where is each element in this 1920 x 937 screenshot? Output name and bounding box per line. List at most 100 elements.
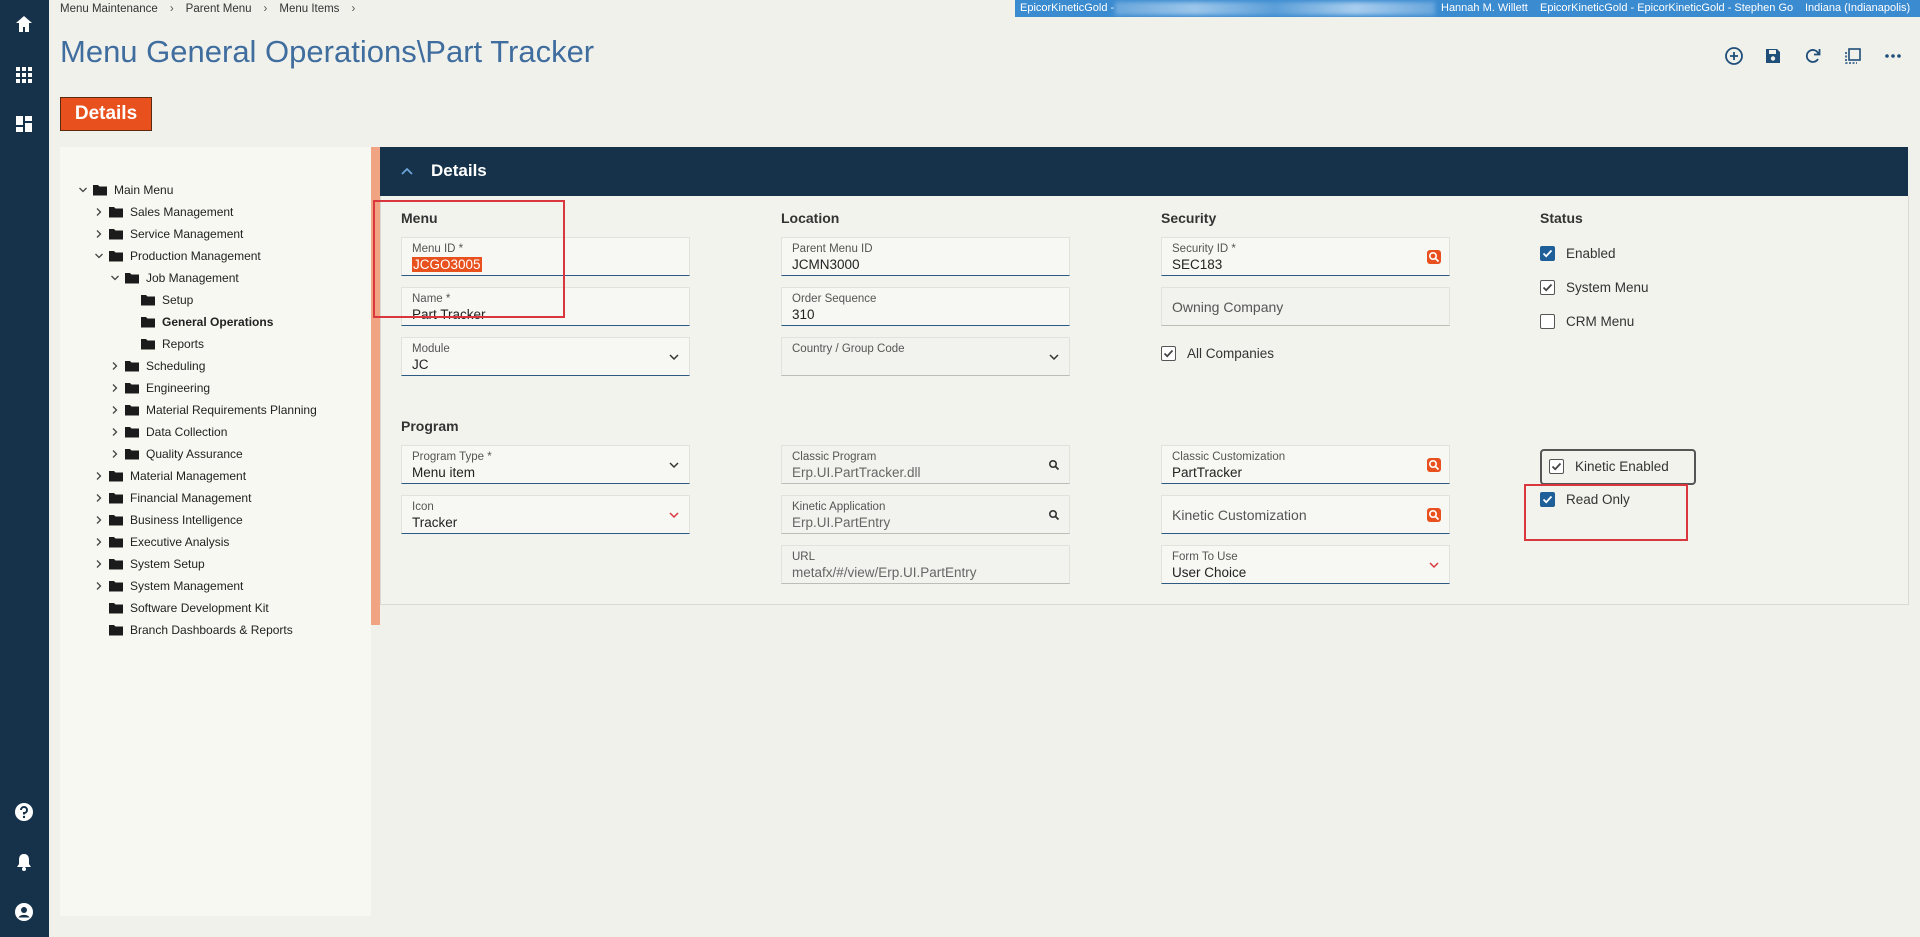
check-mark	[1163, 349, 1174, 358]
collapse-chevron[interactable]	[110, 273, 120, 283]
home-icon[interactable]	[14, 14, 34, 34]
tree-item[interactable]: System Setup	[76, 554, 360, 574]
tree-item[interactable]: General Operations	[108, 312, 360, 332]
input-field[interactable]: Menu ID * JCGO3005	[401, 237, 690, 276]
folder-shape	[125, 449, 139, 460]
details-tab[interactable]: Details	[60, 97, 152, 131]
tree-item[interactable]: Setup	[108, 290, 360, 310]
expand-chevron[interactable]	[94, 229, 104, 239]
tree-item[interactable]: Data Collection	[92, 422, 360, 442]
expand-chevron[interactable]	[110, 361, 120, 371]
panel-splitter[interactable]	[371, 147, 380, 625]
field-label: Country / Group Code	[792, 343, 905, 355]
checkbox-box	[1549, 459, 1564, 474]
input-field[interactable]: Security ID * SEC183	[1161, 237, 1450, 276]
dropdown-icon[interactable]	[1427, 558, 1441, 572]
tree-item[interactable]: Branch Dashboards & Reports	[76, 620, 360, 640]
dropdown-icon[interactable]	[1047, 350, 1061, 364]
banner-text: Indiana (Indianapolis)	[1805, 2, 1911, 14]
dashboard-icon[interactable]	[14, 114, 34, 134]
breadcrumb-link[interactable]: Menu Items	[279, 3, 340, 15]
expand-chevron[interactable]	[110, 427, 120, 437]
expand-chevron[interactable]	[94, 207, 104, 217]
expand-chevron[interactable]	[94, 559, 104, 569]
input-field[interactable]: Kinetic Customization	[1161, 495, 1450, 534]
checkbox-label: System Menu	[1566, 280, 1649, 295]
tree-item[interactable]: Financial Management	[76, 488, 360, 508]
input-field[interactable]: URL metafx/#/view/Erp.UI.PartEntry	[781, 545, 1070, 584]
banner-text: Hannah M. Willett	[1441, 2, 1528, 14]
tree-item[interactable]: Material Requirements Planning	[92, 400, 360, 420]
folder-shape	[109, 251, 123, 262]
layout-button[interactable]	[1843, 46, 1863, 66]
tree-item[interactable]: Production Management	[76, 246, 360, 266]
dropdown-icon[interactable]	[667, 508, 681, 522]
collapse-icon[interactable]	[400, 165, 414, 177]
tree-item[interactable]: Software Development Kit	[76, 598, 360, 618]
input-field[interactable]: Parent Menu ID JCMN3000	[781, 237, 1070, 276]
tree-item[interactable]: Material Management	[76, 466, 360, 486]
collapse-chevron[interactable]	[94, 251, 104, 261]
folder-shape	[125, 273, 139, 284]
tree-item[interactable]: Reports	[108, 334, 360, 354]
tree-item[interactable]: Executive Analysis	[76, 532, 360, 552]
input-field[interactable]: Owning Company	[1161, 287, 1450, 326]
expand-chevron[interactable]	[94, 537, 104, 547]
tree-item[interactable]: Job Management	[92, 268, 360, 288]
apps-icon[interactable]	[14, 65, 34, 85]
checkbox-label: CRM Menu	[1566, 314, 1635, 329]
expand-chevron[interactable]	[94, 493, 104, 503]
search-icon[interactable]	[1047, 458, 1061, 472]
input-field[interactable]: Country / Group Code	[781, 337, 1070, 376]
expand-chevron[interactable]	[110, 405, 120, 415]
search-icon[interactable]	[1427, 250, 1441, 264]
dropdown-icon[interactable]	[667, 350, 681, 364]
input-field[interactable]: Kinetic Application Erp.UI.PartEntry	[781, 495, 1070, 534]
tree-item[interactable]: Scheduling	[92, 356, 360, 376]
collapse-chevron[interactable]	[78, 185, 88, 195]
panel-header[interactable]: Details	[380, 147, 1908, 196]
expand-chevron[interactable]	[94, 581, 104, 591]
save-button[interactable]	[1763, 46, 1783, 66]
chevron	[112, 406, 118, 414]
more-button[interactable]	[1883, 46, 1903, 66]
new-button[interactable]	[1724, 46, 1744, 66]
expand-chevron[interactable]	[94, 471, 104, 481]
expand-chevron[interactable]	[110, 383, 120, 393]
input-field[interactable]: Classic Program Erp.UI.PartTracker.dll	[781, 445, 1070, 484]
tree-item[interactable]: Quality Assurance	[92, 444, 360, 464]
notifications-icon[interactable]	[14, 852, 34, 872]
tree-item[interactable]: Main Menu	[60, 180, 360, 200]
folder-shape	[109, 229, 123, 240]
input-field[interactable]: Program Type * Menu item	[401, 445, 690, 484]
tree-label: Reports	[162, 337, 205, 351]
input-field[interactable]: Classic Customization PartTracker	[1161, 445, 1450, 484]
expand-chevron[interactable]	[110, 449, 120, 459]
input-field[interactable]: Order Sequence 310	[781, 287, 1070, 326]
search-icon[interactable]	[1427, 458, 1441, 472]
search-icon[interactable]	[1047, 508, 1061, 522]
field-label: Owning Company	[1172, 299, 1284, 315]
chevron	[96, 230, 102, 238]
checkbox[interactable]: Kinetic Enabled	[1540, 449, 1696, 485]
checkbox-box	[1540, 314, 1555, 329]
tree-item[interactable]: Engineering	[92, 378, 360, 398]
input-field[interactable]: Form To Use User Choice	[1161, 545, 1450, 584]
folder-shape	[125, 405, 139, 416]
breadcrumb-link[interactable]: Menu Maintenance	[60, 3, 158, 15]
input-field[interactable]: Icon Tracker	[401, 495, 690, 534]
input-field[interactable]: Name * Part Tracker	[401, 287, 690, 326]
dropdown-icon[interactable]	[667, 458, 681, 472]
refresh-button[interactable]	[1803, 46, 1823, 66]
tree-item[interactable]: Service Management	[76, 224, 360, 244]
tree-item[interactable]: Sales Management	[76, 202, 360, 222]
expand-chevron[interactable]	[94, 515, 104, 525]
search-icon[interactable]	[1427, 508, 1441, 522]
user-icon[interactable]	[14, 902, 34, 922]
help-icon[interactable]	[14, 802, 34, 822]
breadcrumb-link[interactable]: Parent Menu	[185, 3, 252, 15]
tree-item[interactable]: Business Intelligence	[76, 510, 360, 530]
tree-item[interactable]: System Management	[76, 576, 360, 596]
input-field[interactable]: Module JC	[401, 337, 690, 376]
